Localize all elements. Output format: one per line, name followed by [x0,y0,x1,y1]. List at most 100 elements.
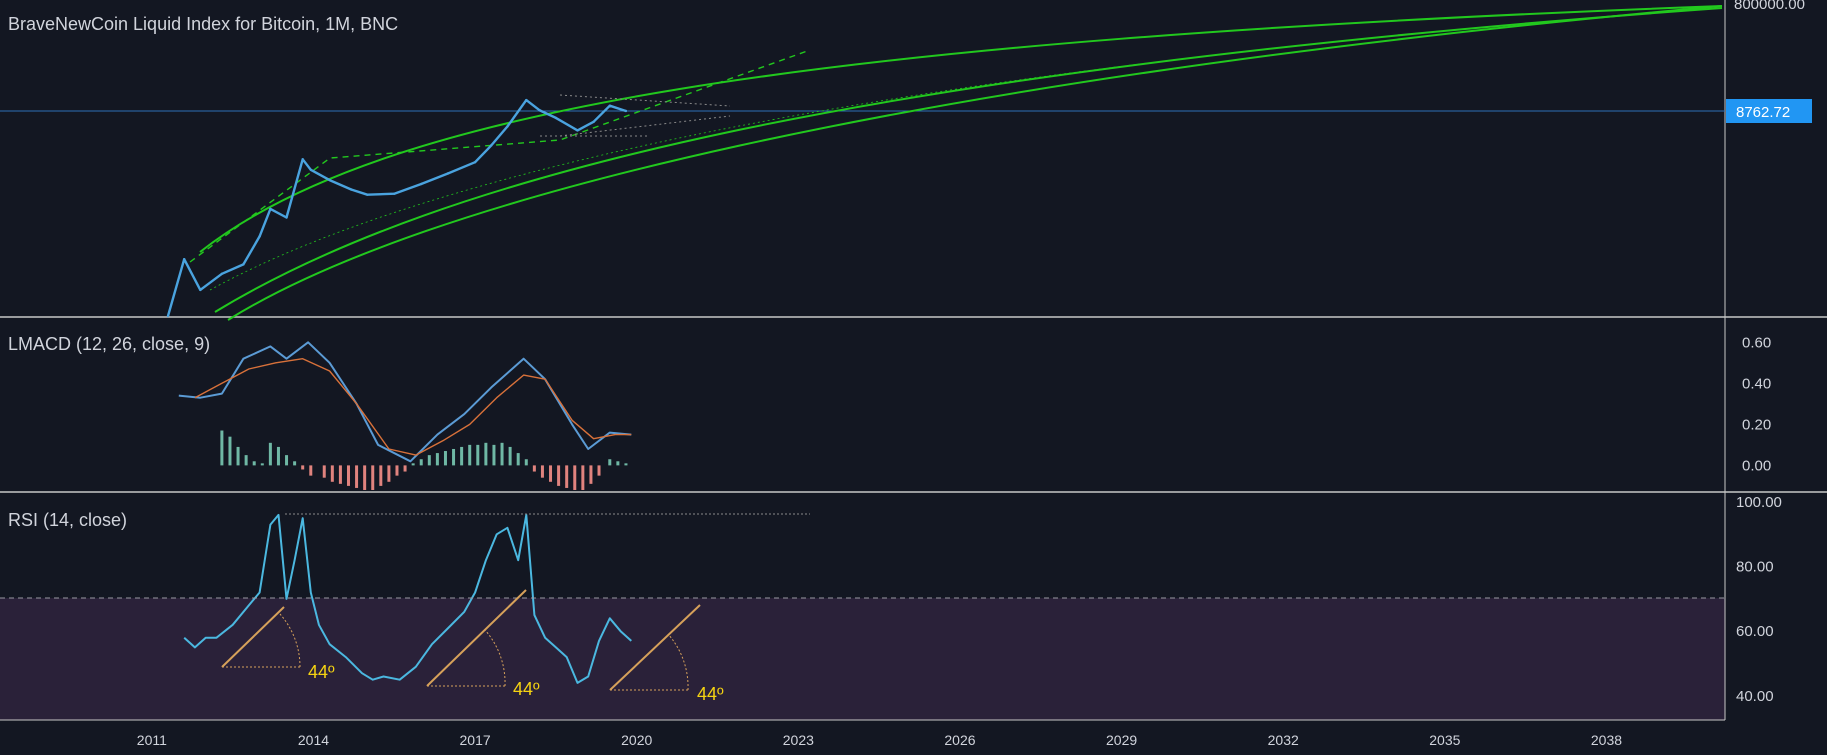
lmacd-histogram-bar [532,465,536,472]
time-axis[interactable]: 2011 2014 2017 2020 2023 2026 2029 2032 2035 2038 [137,732,1622,748]
lmacd-histogram-bar [371,465,375,490]
price-point [199,288,202,292]
price-point [554,116,558,120]
price-point [473,160,477,164]
price-point [490,144,493,147]
price-point [309,168,312,171]
lmacd-histogram-bar [452,448,456,466]
price-series-layer [166,98,628,318]
lmacd-histogram-bar [293,461,297,466]
lmacd-axis-tick-label: 0.60 [1742,334,1771,351]
lmacd-histogram-bar [285,455,289,466]
rsi-axis-tick-label: 60.00 [1736,623,1774,640]
angle-label-2: 44º [513,679,540,699]
price-point [166,314,170,318]
price-point [366,193,369,196]
price-point [393,192,396,195]
rsi-shaded-band [0,598,1725,720]
lmacd-histogram-bar [616,461,620,466]
lmacd-histogram-bar [419,459,423,466]
price-point [538,109,541,112]
lmacd-histogram-bar [597,465,601,476]
lmacd-histogram-bar [244,455,248,466]
lmacd-histogram-bar [276,446,280,466]
last-price-label: 8762.72 [1736,104,1790,121]
price-pane[interactable] [0,0,1725,316]
lmacd-histogram-bar [500,442,504,466]
lmacd-histogram-bar [252,461,256,466]
lmacd-histogram-bar [301,465,305,470]
lmacd-axis-tick-label: 0.20 [1742,416,1771,433]
chart-title: BraveNewCoin Liquid Index for Bitcoin, 1… [8,14,398,34]
lmacd-histogram-bar [573,465,577,490]
lmacd-histogram-bar [516,453,520,466]
triangle-pattern [540,94,731,137]
lmacd-histogram-bar [338,465,342,484]
lmacd-histogram-bar [355,465,359,488]
price-point [285,216,288,219]
lmacd-histogram-bar [549,465,553,482]
angle-label-3: 44º [697,684,724,704]
lmacd-histogram-bar [322,465,326,478]
lmacd-histogram-bar [236,446,240,466]
lmacd-histogram-bar [309,465,313,476]
channel-midline [209,7,1723,291]
lmacd-histogram-bar [484,442,488,466]
rsi-title: RSI (14, close) [8,510,127,530]
lmacd-axis-tick-label: 0.00 [1742,457,1771,474]
dashed-trendline [189,49,811,263]
time-axis-tick-label: 2038 [1591,732,1622,748]
last-price-tag [1726,99,1812,123]
price-point [301,158,304,161]
angle-label-1: 44º [308,662,335,682]
time-axis-tick-label: 2035 [1429,732,1460,748]
lmacd-histogram-bar [540,465,544,478]
time-axis-tick-label: 2032 [1268,732,1299,748]
rsi-layer [183,513,632,684]
time-axis-tick-label: 2023 [783,732,814,748]
price-point [328,178,331,182]
lmacd-histogram-bar [220,430,224,466]
price-point [525,98,528,102]
lmacd-histogram-bar [460,446,464,466]
lmacd-histogram-bar [565,465,569,488]
lmacd-histogram-bar [443,451,447,466]
lmacd-histogram-bar [476,444,480,466]
price-point [242,263,245,266]
lmacd-histogram-bar [468,444,472,466]
rsi-line [183,513,632,684]
lmacd-histogram-bar [395,465,399,476]
lmacd-histogram-bar [508,446,512,466]
time-axis-tick-label: 2014 [298,732,329,748]
lmacd-histogram-bar [589,465,593,484]
lmacd-macd-line [178,341,632,463]
angle-drawing-1 [221,606,301,668]
price-point [608,104,611,107]
price-point [182,257,186,261]
rsi-axis-tick-label: 40.00 [1736,688,1774,705]
price-point [269,207,272,211]
lmacd-histogram-bar [346,465,350,486]
lmacd-axis-tick-label: 0.40 [1742,375,1771,392]
lmacd-histogram-bar [557,465,561,486]
lmacd-histogram-bar [260,463,264,466]
price-point [220,272,224,275]
lmacd-histogram-bar [435,453,439,466]
price-point [576,129,579,132]
time-axis-tick-label: 2017 [460,732,491,748]
rsi-axis-tick-label: 80.00 [1736,559,1774,576]
angle-drawing-2 [426,589,527,687]
lmacd-pane[interactable] [0,318,1725,491]
time-axis-tick-label: 2029 [1106,732,1137,748]
lmacd-title: LMACD (12, 26, close, 9) [8,334,210,354]
lmacd-histogram-bar [524,459,528,466]
price-point [258,235,261,238]
price-series-line [166,98,627,317]
rsi-axis-tick-label: 100.00 [1736,494,1782,511]
lmacd-histogram-bar [403,465,407,472]
lmacd-histogram-bar [624,463,628,466]
price-point [420,182,423,186]
lmacd-histogram-bar [330,465,334,482]
time-axis-tick-label: 2026 [944,732,975,748]
